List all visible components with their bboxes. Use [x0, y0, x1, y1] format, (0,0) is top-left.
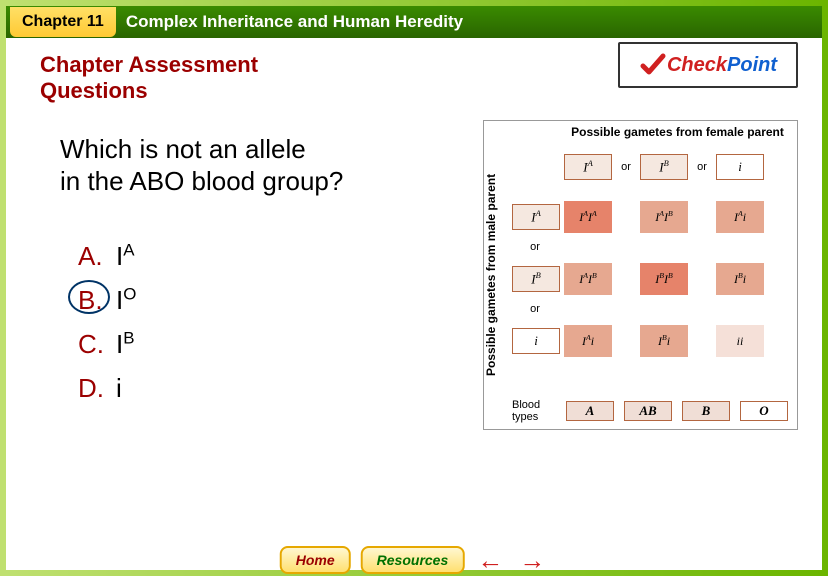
cell-IAi-2: IAi [564, 325, 612, 357]
header-bar: Chapter 11 Complex Inheritance and Human… [6, 6, 822, 38]
blood-types-label: Blood types [512, 399, 566, 423]
subhead-line1: Chapter Assessment [40, 52, 798, 78]
cell-IAIB-1: IAIB [640, 201, 688, 233]
cell-IBi-2: IBi [640, 325, 688, 357]
blood-types-row: Blood types A AB B O [512, 399, 791, 423]
grid-row-2: IB IAIB IBIB IBi [512, 261, 791, 297]
question-line1: Which is not an allele [60, 133, 460, 166]
row-or-2: or [520, 303, 550, 315]
slide: Chapter 11 Complex Inheritance and Human… [0, 0, 828, 576]
col-header-IB: IB [640, 154, 688, 180]
col-header-IA: IA [564, 154, 612, 180]
subhead-line2: Questions [40, 78, 798, 104]
home-button[interactable]: Home [280, 546, 351, 574]
row-header-IB: IB [512, 266, 560, 292]
cell-IBIB: IBIB [640, 263, 688, 295]
bloodtype-O: O [740, 401, 788, 421]
male-parent-label: Possible gametes from male parent [484, 161, 508, 389]
answer-C-letter: C. [78, 322, 116, 366]
col-header-row: IA or IB or i [564, 153, 791, 181]
punnett-diagram: Possible gametes from female parent Poss… [483, 120, 798, 430]
col-header-i: i [716, 154, 764, 180]
bloodtype-A: A [566, 401, 614, 421]
cell-IAIB-2: IAIB [564, 263, 612, 295]
answer-A-letter: A. [78, 234, 116, 278]
col-or-1: or [612, 161, 640, 173]
row-header-IA: IA [512, 204, 560, 230]
question-text: Which is not an allele in the ABO blood … [60, 133, 460, 198]
grid-row-1: IA IAIA IAIB IAi [512, 199, 791, 235]
answer-D-base: i [116, 373, 122, 403]
col-or-2: or [688, 161, 716, 173]
answer-D-letter: D. [78, 366, 116, 410]
female-parent-label: Possible gametes from female parent [564, 125, 791, 139]
grid-row-3: i IAi IBi ii [512, 323, 791, 359]
bloodtype-AB: AB [624, 401, 672, 421]
answer-B-circle [68, 280, 110, 314]
answer-C-sup: B [123, 329, 134, 348]
bottom-nav: Home Resources ← → [280, 546, 549, 574]
question-line2: in the ABO blood group? [60, 165, 460, 198]
cell-IBi-1: IBi [716, 263, 764, 295]
resources-button[interactable]: Resources [361, 546, 465, 574]
chapter-title: Complex Inheritance and Human Heredity [126, 12, 463, 32]
cell-IAi-1: IAi [716, 201, 764, 233]
row-or-1: or [520, 241, 550, 253]
chapter-tab: Chapter 11 [10, 7, 116, 37]
subheading: Chapter Assessment Questions [40, 52, 798, 105]
next-arrow-button[interactable]: → [516, 546, 548, 574]
bloodtype-B: B [682, 401, 730, 421]
prev-arrow-button[interactable]: ← [474, 546, 506, 574]
answer-B-sup: O [123, 284, 136, 303]
cell-IAIA: IAIA [564, 201, 612, 233]
answer-A-sup: A [123, 240, 134, 259]
row-header-i: i [512, 328, 560, 354]
cell-ii: ii [716, 325, 764, 357]
